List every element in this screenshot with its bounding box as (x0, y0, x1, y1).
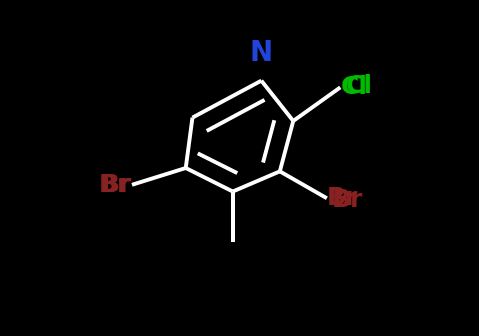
Text: Br: Br (327, 186, 358, 210)
Text: Cl: Cl (345, 74, 372, 98)
Text: N: N (250, 39, 273, 67)
Text: Cl: Cl (340, 75, 367, 99)
Text: Br: Br (101, 173, 132, 197)
Text: Br: Br (99, 173, 130, 197)
Text: Br: Br (332, 188, 363, 212)
